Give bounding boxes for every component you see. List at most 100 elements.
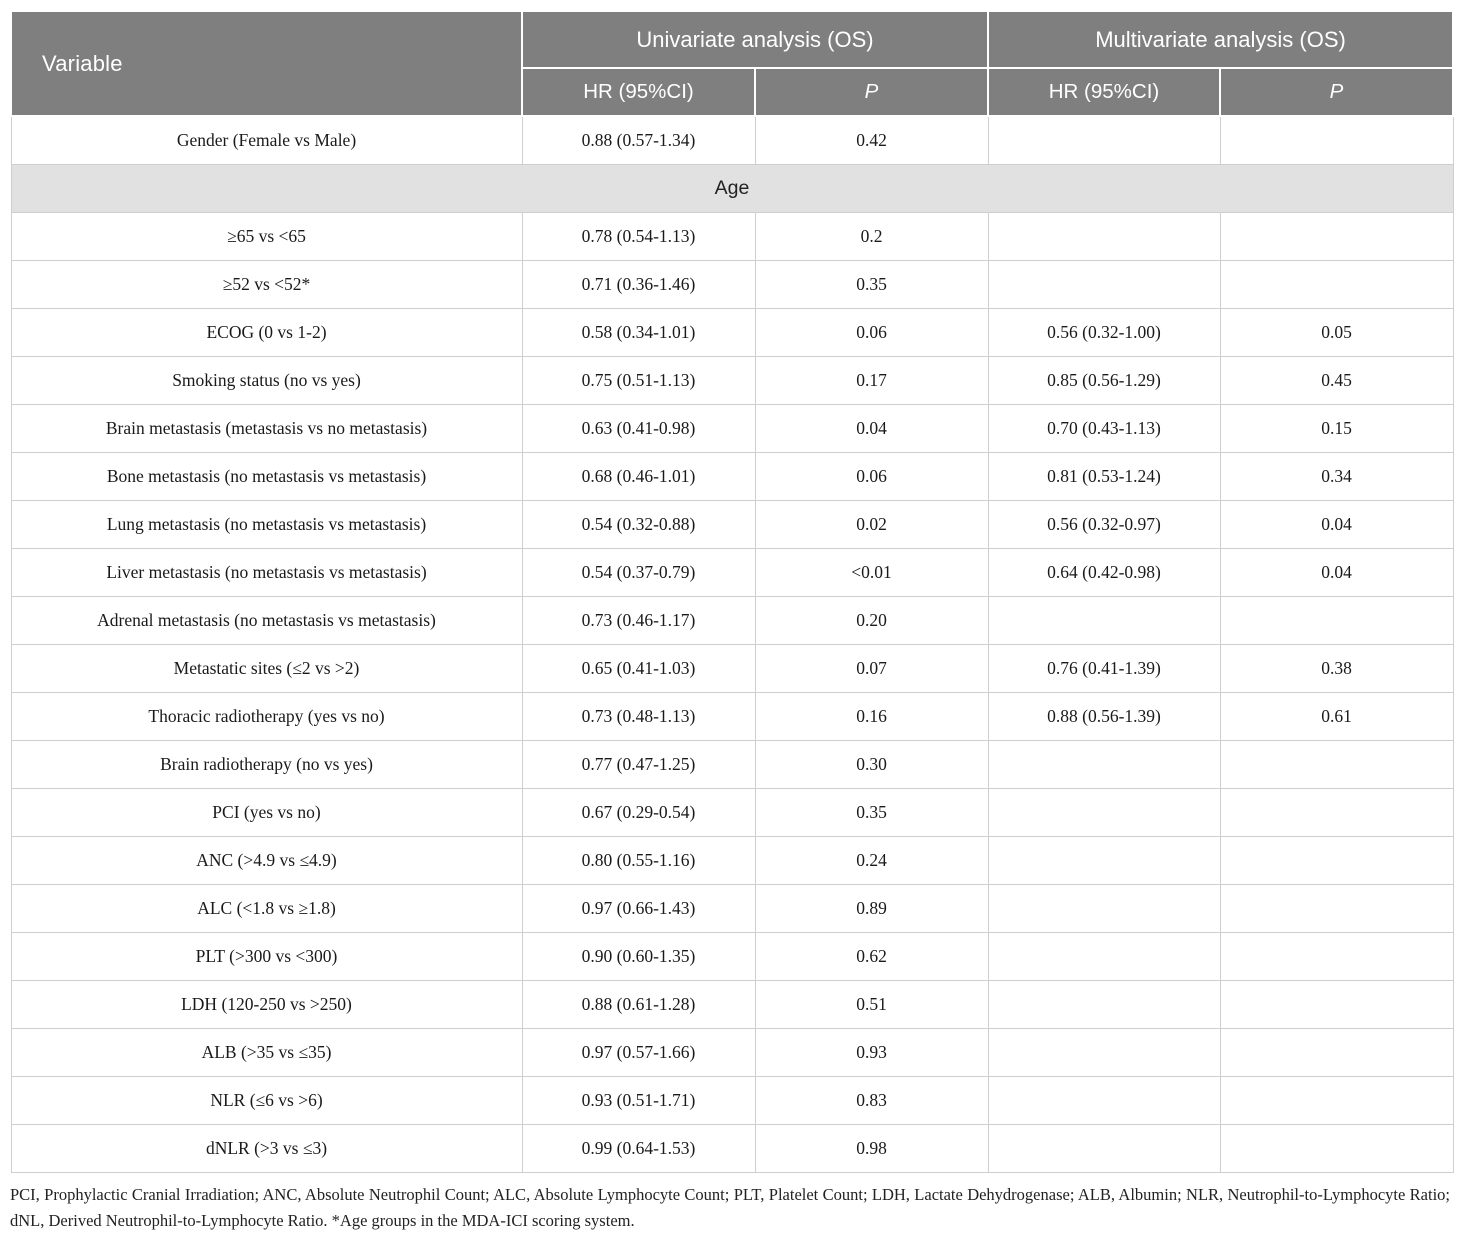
variable-cell: Adrenal metastasis (no metastasis vs met… bbox=[10, 595, 523, 645]
univariate-p-cell: 0.20 bbox=[754, 595, 989, 645]
multivariate-hr-cell bbox=[987, 211, 1221, 261]
multivariate-p-cell: 0.15 bbox=[1219, 403, 1454, 453]
section-cell: Age bbox=[10, 163, 1454, 213]
multivariate-hr-cell: 0.56 (0.32-0.97) bbox=[987, 499, 1221, 549]
univariate-p-cell: 0.62 bbox=[754, 931, 989, 981]
univariate-hr-cell: 0.88 (0.61-1.28) bbox=[521, 979, 756, 1029]
variable-cell: PLT (>300 vs <300) bbox=[10, 931, 523, 981]
univariate-p-cell: 0.35 bbox=[754, 787, 989, 837]
variable-cell: Bone metastasis (no metastasis vs metast… bbox=[10, 451, 523, 501]
univariate-hr-cell: 0.54 (0.32-0.88) bbox=[521, 499, 756, 549]
multivariate-p-cell bbox=[1219, 1075, 1454, 1125]
variable-cell: ALB (>35 vs ≤35) bbox=[10, 1027, 523, 1077]
table-row: NLR (≤6 vs >6) 0.93 (0.51-1.71) 0.83 bbox=[10, 1075, 1454, 1125]
multivariate-hr-cell: 0.88 (0.56-1.39) bbox=[987, 691, 1221, 741]
multivariate-p-cell bbox=[1219, 211, 1454, 261]
multivariate-p-cell bbox=[1219, 979, 1454, 1029]
univariate-p-cell: <0.01 bbox=[754, 547, 989, 597]
multivariate-hr-cell: 0.85 (0.56-1.29) bbox=[987, 355, 1221, 405]
table-body: Gender (Female vs Male) 0.88 (0.57-1.34)… bbox=[10, 115, 1454, 1173]
table-row: Adrenal metastasis (no metastasis vs met… bbox=[10, 595, 1454, 645]
table-header: Variable Univariate analysis (OS) Multiv… bbox=[10, 10, 1455, 117]
univariate-p-cell: 0.04 bbox=[754, 403, 989, 453]
univariate-p-header: P bbox=[754, 67, 989, 117]
multivariate-p-cell bbox=[1219, 739, 1454, 789]
univariate-p-cell: 0.83 bbox=[754, 1075, 989, 1125]
table-row: ANC (>4.9 vs ≤4.9) 0.80 (0.55-1.16) 0.24 bbox=[10, 835, 1454, 885]
multivariate-hr-cell bbox=[987, 1123, 1221, 1173]
univariate-p-cell: 0.98 bbox=[754, 1123, 989, 1173]
multivariate-p-cell: 0.38 bbox=[1219, 643, 1454, 693]
variable-cell: PCI (yes vs no) bbox=[10, 787, 523, 837]
univariate-hr-cell: 0.97 (0.57-1.66) bbox=[521, 1027, 756, 1077]
multivariate-hr-cell bbox=[987, 931, 1221, 981]
table-row: ≥65 vs <65 0.78 (0.54-1.13) 0.2 bbox=[10, 211, 1454, 261]
table-row: Liver metastasis (no metastasis vs metas… bbox=[10, 547, 1454, 597]
variable-cell: LDH (120-250 vs >250) bbox=[10, 979, 523, 1029]
univariate-hr-header: HR (95%CI) bbox=[521, 67, 756, 117]
variable-cell: ECOG (0 vs 1-2) bbox=[10, 307, 523, 357]
multivariate-p-cell bbox=[1219, 883, 1454, 933]
variable-cell: NLR (≤6 vs >6) bbox=[10, 1075, 523, 1125]
multivariate-p-cell bbox=[1219, 115, 1454, 165]
univariate-p-cell: 0.24 bbox=[754, 835, 989, 885]
multivariate-p-cell: 0.45 bbox=[1219, 355, 1454, 405]
multivariate-hr-cell: 0.81 (0.53-1.24) bbox=[987, 451, 1221, 501]
multivariate-p-cell: 0.34 bbox=[1219, 451, 1454, 501]
multivariate-p-cell bbox=[1219, 931, 1454, 981]
univariate-hr-cell: 0.73 (0.46-1.17) bbox=[521, 595, 756, 645]
section-label: Age bbox=[714, 176, 750, 199]
variable-cell: Liver metastasis (no metastasis vs metas… bbox=[10, 547, 523, 597]
univariate-hr-cell: 0.58 (0.34-1.01) bbox=[521, 307, 756, 357]
univariate-hr-cell: 0.65 (0.41-1.03) bbox=[521, 643, 756, 693]
multivariate-group-header: Multivariate analysis (OS) bbox=[986, 10, 1455, 69]
multivariate-p-cell: 0.61 bbox=[1219, 691, 1454, 741]
variable-cell: Lung metastasis (no metastasis vs metast… bbox=[10, 499, 523, 549]
univariate-hr-cell: 0.63 (0.41-0.98) bbox=[521, 403, 756, 453]
univariate-p-cell: 0.02 bbox=[754, 499, 989, 549]
univariate-hr-cell: 0.67 (0.29-0.54) bbox=[521, 787, 756, 837]
sub-header-row: HR (95%CI) P HR (95%CI) P bbox=[11, 67, 1455, 117]
table-row: ALB (>35 vs ≤35) 0.97 (0.57-1.66) 0.93 bbox=[10, 1027, 1454, 1077]
table-footnote: PCI, Prophylactic Cranial Irradiation; A… bbox=[10, 1184, 1450, 1230]
multivariate-hr-cell bbox=[987, 787, 1221, 837]
univariate-p-cell: 0.2 bbox=[754, 211, 989, 261]
univariate-hr-cell: 0.77 (0.47-1.25) bbox=[521, 739, 756, 789]
univariate-hr-cell: 0.75 (0.51-1.13) bbox=[521, 355, 756, 405]
multivariate-p-cell bbox=[1219, 259, 1454, 309]
variable-cell: Thoracic radiotherapy (yes vs no) bbox=[10, 691, 523, 741]
table-row: LDH (120-250 vs >250) 0.88 (0.61-1.28) 0… bbox=[10, 979, 1454, 1029]
univariate-p-cell: 0.06 bbox=[754, 307, 989, 357]
univariate-hr-cell: 0.54 (0.37-0.79) bbox=[521, 547, 756, 597]
multivariate-p-cell bbox=[1219, 1027, 1454, 1077]
multivariate-hr-cell: 0.70 (0.43-1.13) bbox=[987, 403, 1221, 453]
table-row: Brain radiotherapy (no vs yes) 0.77 (0.4… bbox=[10, 739, 1454, 789]
multivariate-hr-cell bbox=[987, 1027, 1221, 1077]
multivariate-p-cell bbox=[1219, 835, 1454, 885]
multivariate-hr-cell: 0.56 (0.32-1.00) bbox=[987, 307, 1221, 357]
table-row: dNLR (>3 vs ≤3) 0.99 (0.64-1.53) 0.98 bbox=[10, 1123, 1454, 1173]
univariate-p-cell: 0.30 bbox=[754, 739, 989, 789]
variable-cell: ALC (<1.8 vs ≥1.8) bbox=[10, 883, 523, 933]
table-row: Brain metastasis (metastasis vs no metas… bbox=[10, 403, 1454, 453]
variable-cell: dNLR (>3 vs ≤3) bbox=[10, 1123, 523, 1173]
multivariate-hr-header: HR (95%CI) bbox=[987, 67, 1221, 117]
univariate-hr-cell: 0.68 (0.46-1.01) bbox=[521, 451, 756, 501]
section-row: Age bbox=[10, 163, 1454, 213]
multivariate-p-cell bbox=[1219, 595, 1454, 645]
univariate-p-cell: 0.07 bbox=[754, 643, 989, 693]
univariate-hr-cell: 0.88 (0.57-1.34) bbox=[521, 115, 756, 165]
univariate-p-cell: 0.42 bbox=[754, 115, 989, 165]
variable-cell: ≥52 vs <52* bbox=[10, 259, 523, 309]
univariate-hr-cell: 0.90 (0.60-1.35) bbox=[521, 931, 756, 981]
variable-cell: Smoking status (no vs yes) bbox=[10, 355, 523, 405]
table-row: Gender (Female vs Male) 0.88 (0.57-1.34)… bbox=[10, 115, 1454, 165]
univariate-group-header: Univariate analysis (OS) bbox=[521, 10, 989, 69]
univariate-hr-cell: 0.93 (0.51-1.71) bbox=[521, 1075, 756, 1125]
univariate-p-cell: 0.35 bbox=[754, 259, 989, 309]
multivariate-hr-cell: 0.76 (0.41-1.39) bbox=[987, 643, 1221, 693]
table-row: ≥52 vs <52* 0.71 (0.36-1.46) 0.35 bbox=[10, 259, 1454, 309]
multivariate-hr-cell bbox=[987, 595, 1221, 645]
multivariate-hr-cell bbox=[987, 259, 1221, 309]
